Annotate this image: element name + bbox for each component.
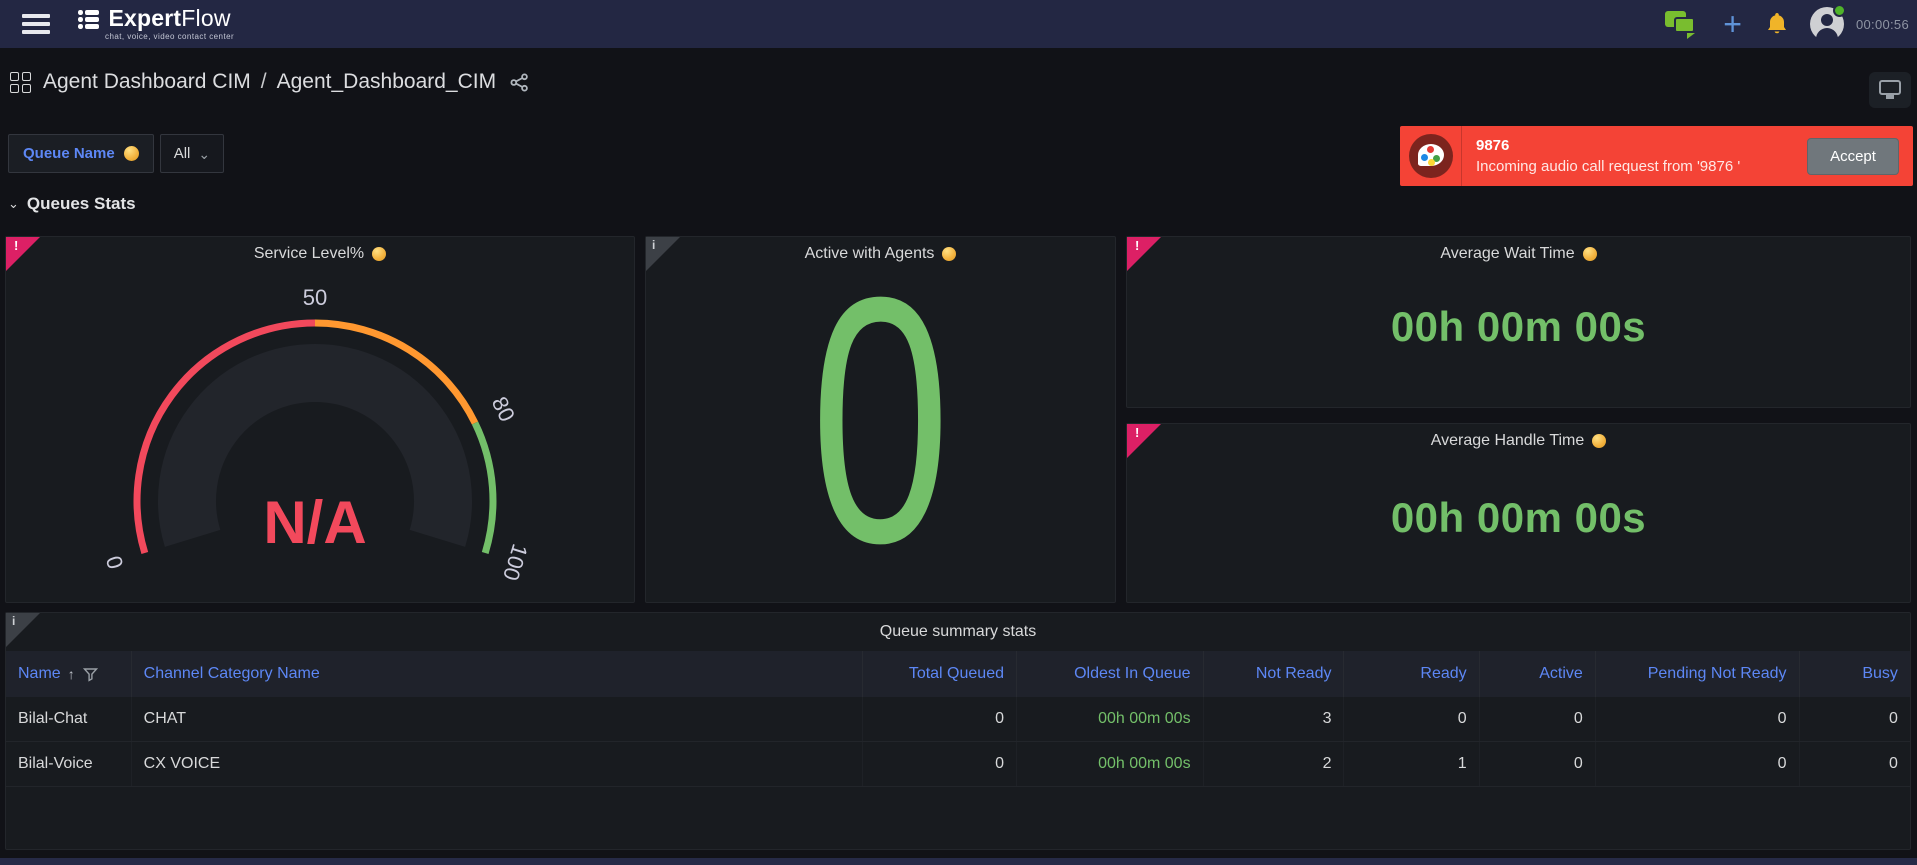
banner-message: Incoming audio call request from '9876 '	[1476, 158, 1741, 175]
call-badge-icon	[1408, 134, 1453, 178]
cell-busy: 0	[1889, 710, 1898, 727]
yellow-dot-icon	[372, 247, 387, 261]
table-title[interactable]: Queue summary stats	[879, 623, 1037, 640]
average-handle-time-value: 00h 00m 00s	[1390, 494, 1647, 541]
cell-total-queued: 0	[863, 697, 1017, 741]
dashboards-grid-icon[interactable]	[10, 71, 31, 93]
cell-name: Bilal-Voice	[6, 742, 132, 786]
chat-icon[interactable]	[1665, 10, 1697, 39]
table-row: Bilal-Voice CX VOICE 0 00h 00m 00s 2 1 0…	[6, 742, 1910, 787]
kiosk-view-button[interactable]	[1869, 72, 1911, 108]
avatar[interactable]	[1809, 4, 1846, 41]
top-navbar: ExpertFlow chat, voice, video contact ce…	[0, 0, 1917, 48]
incoming-call-banner: 9876 Incoming audio call request from '9…	[1400, 126, 1913, 186]
cell-active: 0	[1480, 697, 1596, 741]
cell-oldest-in-queue: 00h 00m 00s	[1017, 742, 1204, 786]
panel-queue-summary: i Queue summary stats Name ↑ Channel Cat…	[5, 612, 1911, 850]
bell-icon[interactable]	[1766, 12, 1788, 36]
gauge-tick-100: 100	[498, 541, 533, 583]
monitor-icon	[1879, 80, 1901, 100]
chevron-down-icon: ⌄	[198, 145, 211, 162]
cell-channel-category: CX VOICE	[132, 742, 863, 786]
plus-icon[interactable]: +	[1723, 6, 1742, 42]
column-header-not-ready[interactable]: Not Ready	[1204, 651, 1345, 697]
brand-logo-icon	[78, 10, 99, 31]
table-row: Bilal-Chat CHAT 0 00h 00m 00s 3 0 0 0 0	[6, 697, 1910, 742]
panel-info-corner-icon[interactable]: i	[646, 237, 680, 271]
queue-name-filter-label: Queue Name	[8, 134, 154, 173]
panel-active-with-agents: i Active with Agents 0	[645, 236, 1116, 603]
cell-oldest-in-queue: 00h 00m 00s	[1017, 697, 1204, 741]
column-header-pending-not-ready[interactable]: Pending Not Ready	[1596, 651, 1800, 697]
cell-active: 0	[1480, 742, 1596, 786]
panel-error-corner-icon[interactable]: !	[6, 237, 40, 271]
filter-row: Queue Name All ⌄	[8, 134, 225, 173]
service-level-gauge: 0 50 80 100 N/A	[6, 271, 634, 591]
breadcrumb-separator: /	[260, 70, 267, 93]
cell-not-ready: 2	[1204, 742, 1345, 786]
breadcrumb-folder[interactable]: Agent Dashboard CIM	[43, 70, 251, 93]
queue-name-filter-dropdown[interactable]: All ⌄	[159, 134, 225, 173]
cell-total-queued: 0	[863, 742, 1017, 786]
brand-name: ExpertFlow	[108, 5, 231, 31]
gauge-tick-50: 50	[303, 285, 327, 310]
panel-error-corner-icon[interactable]: !	[1127, 424, 1161, 458]
session-timer: 00:00:56	[1855, 16, 1909, 32]
share-icon[interactable]	[510, 72, 529, 92]
active-with-agents-value: 0	[810, 225, 951, 616]
cell-not-ready: 3	[1204, 697, 1345, 741]
cell-ready: 0	[1344, 697, 1480, 741]
column-header-name[interactable]: Name ↑	[6, 651, 132, 697]
yellow-dot-icon	[1582, 247, 1597, 261]
filter-funnel-icon[interactable]	[82, 667, 98, 682]
panel-average-wait-time: ! Average Wait Time 00h 00m 00s	[1126, 236, 1911, 408]
panel-average-handle-time: ! Average Handle Time 00h 00m 00s	[1126, 423, 1911, 603]
gauge-tick-0: 0	[101, 553, 128, 572]
panel-title-service-level[interactable]: Service Level%	[6, 237, 634, 271]
panel-title-active-with-agents[interactable]: Active with Agents	[646, 237, 1115, 271]
cell-channel-category: CHAT	[132, 697, 863, 741]
gauge-value: N/A	[263, 489, 366, 556]
breadcrumb-dashboard[interactable]: Agent_Dashboard_CIM	[276, 70, 497, 93]
accept-button[interactable]: Accept	[1807, 137, 1899, 175]
breadcrumb: Agent Dashboard CIM / Agent_Dashboard_CI…	[10, 70, 529, 94]
gauge-tick-80: 80	[487, 393, 520, 426]
panel-title-average-wait-time[interactable]: Average Wait Time	[1127, 237, 1910, 271]
yellow-dot-icon	[123, 146, 139, 161]
panel-service-level: ! Service Level% 0 50 80 100 N/A	[5, 236, 635, 603]
menu-icon[interactable]	[22, 10, 50, 39]
brand-logo: ExpertFlow chat, voice, video contact ce…	[78, 7, 234, 41]
sort-asc-icon: ↑	[67, 666, 75, 682]
column-header-channel-category[interactable]: Channel Category Name	[132, 651, 863, 697]
chevron-down-icon: ⌄	[8, 196, 19, 211]
panel-error-corner-icon[interactable]: !	[1127, 237, 1161, 271]
cell-pending-not-ready: 0	[1596, 742, 1800, 786]
column-header-total-queued[interactable]: Total Queued	[863, 651, 1017, 697]
table-header-row: Name ↑ Channel Category Name Total Queue…	[6, 651, 1910, 697]
column-header-ready[interactable]: Ready	[1344, 651, 1480, 697]
section-title: Queues Stats	[26, 194, 136, 213]
cell-busy: 0	[1889, 755, 1898, 772]
bottom-scroll-strip[interactable]	[0, 858, 1917, 865]
column-header-oldest-in-queue[interactable]: Oldest In Queue	[1017, 651, 1204, 697]
panel-info-corner-icon[interactable]: i	[6, 613, 40, 647]
cell-name: Bilal-Chat	[6, 697, 132, 741]
status-dot	[1832, 4, 1846, 17]
cell-pending-not-ready: 0	[1596, 697, 1800, 741]
yellow-dot-icon	[942, 247, 957, 261]
cell-ready: 1	[1344, 742, 1480, 786]
column-header-active[interactable]: Active	[1480, 651, 1596, 697]
yellow-dot-icon	[1592, 434, 1607, 448]
brand-tagline: chat, voice, video contact center	[105, 32, 235, 41]
banner-caller-id: 9876	[1476, 137, 1510, 154]
panel-title-average-handle-time[interactable]: Average Handle Time	[1127, 424, 1910, 458]
average-wait-time-value: 00h 00m 00s	[1390, 303, 1647, 350]
column-header-busy[interactable]: Busy	[1862, 665, 1898, 682]
section-queues-stats[interactable]: ⌄ Queues Stats	[8, 194, 136, 214]
